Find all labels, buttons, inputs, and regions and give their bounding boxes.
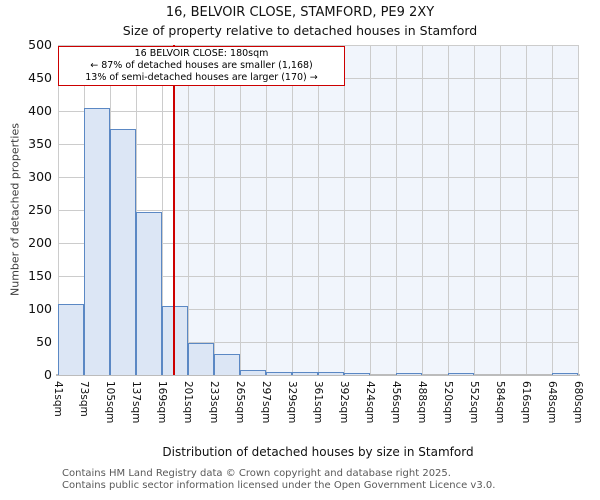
y-tick-label: 0 — [44, 367, 52, 382]
histogram-bar — [136, 211, 162, 375]
x-tick-label: 169sqm — [156, 381, 168, 424]
x-tick-label: 265sqm — [234, 381, 246, 424]
x-tick-label: 297sqm — [260, 381, 272, 424]
horizontal-gridline — [58, 341, 578, 343]
chart-title: 16, BELVOIR CLOSE, STAMFORD, PE9 2XY — [165, 5, 435, 20]
x-tick-label: 488sqm — [416, 381, 428, 424]
histogram-bar — [266, 372, 292, 375]
annotation-line3: 13% of semi-detached houses are larger (… — [85, 71, 318, 83]
x-tick-label: 361sqm — [312, 381, 324, 424]
histogram-bar — [162, 305, 188, 375]
x-tick-label: 105sqm — [104, 381, 116, 424]
plot-area: 16 BELVOIR CLOSE: 180sqm ← 87% of detach… — [56, 44, 580, 376]
x-tick-label: 520sqm — [442, 381, 454, 424]
x-tick-label: 648sqm — [546, 381, 558, 424]
histogram-bar — [344, 373, 370, 375]
histogram-bar — [318, 372, 344, 375]
horizontal-gridline — [58, 308, 578, 310]
histogram-bar — [58, 304, 84, 375]
x-tick-label: 233sqm — [208, 381, 220, 424]
x-tick-label: 424sqm — [364, 381, 376, 424]
y-tick-label: 500 — [28, 37, 52, 52]
histogram-bar — [214, 353, 240, 375]
x-tick-label: 201sqm — [182, 381, 194, 424]
vertical-gridline — [577, 45, 579, 375]
annotation-line2: ← 87% of detached houses are smaller (1,… — [90, 59, 313, 71]
histogram-bar — [110, 129, 136, 375]
x-tick-label: 680sqm — [572, 381, 584, 424]
x-tick-label: 137sqm — [130, 381, 142, 424]
histogram-bar — [240, 370, 266, 375]
y-tick-label: 250 — [28, 202, 52, 217]
y-tick-label: 150 — [28, 268, 52, 283]
histogram-bar — [188, 343, 214, 375]
horizontal-gridline — [58, 209, 578, 211]
x-tick-label: 584sqm — [494, 381, 506, 424]
horizontal-gridline — [58, 110, 578, 112]
footer-line2: Contains public sector information licen… — [62, 479, 496, 491]
x-tick-label: 552sqm — [468, 381, 480, 424]
horizontal-gridline — [58, 44, 578, 46]
x-axis-title: Distribution of detached houses by size … — [162, 445, 474, 459]
y-tick-label: 50 — [36, 334, 52, 349]
annotation-box: 16 BELVOIR CLOSE: 180sqm ← 87% of detach… — [58, 46, 345, 86]
footer-line1: Contains HM Land Registry data © Crown c… — [62, 468, 451, 479]
histogram-bar — [292, 371, 318, 375]
annotation-line1: 16 BELVOIR CLOSE: 180sqm — [134, 47, 269, 59]
y-tick-label: 450 — [28, 70, 52, 85]
histogram-bar — [396, 373, 422, 375]
attribution-footer: Contains HM Land Registry data © Crown c… — [62, 468, 600, 491]
y-tick-label: 200 — [28, 235, 52, 250]
horizontal-gridline — [58, 275, 578, 277]
x-tick-label: 616sqm — [520, 381, 532, 424]
y-tick-label: 100 — [28, 301, 52, 316]
histogram-bar — [84, 108, 110, 375]
horizontal-gridline — [58, 242, 578, 244]
y-tick-label: 300 — [28, 169, 52, 184]
y-tick-label: 350 — [28, 136, 52, 151]
x-axis-baseline — [56, 374, 580, 376]
x-tick-label: 73sqm — [78, 381, 90, 417]
horizontal-gridline — [58, 176, 578, 178]
x-tick-label: 456sqm — [390, 381, 402, 424]
y-tick-label: 400 — [28, 103, 52, 118]
chart-subtitle: Size of property relative to detached ho… — [122, 23, 478, 38]
histogram-bar — [552, 373, 578, 375]
property-size-marker-line — [173, 45, 175, 375]
histogram-bar — [448, 373, 474, 375]
x-tick-label: 41sqm — [52, 381, 64, 417]
horizontal-gridline — [58, 143, 578, 145]
x-tick-label: 392sqm — [338, 381, 350, 424]
x-tick-label: 329sqm — [286, 381, 298, 424]
